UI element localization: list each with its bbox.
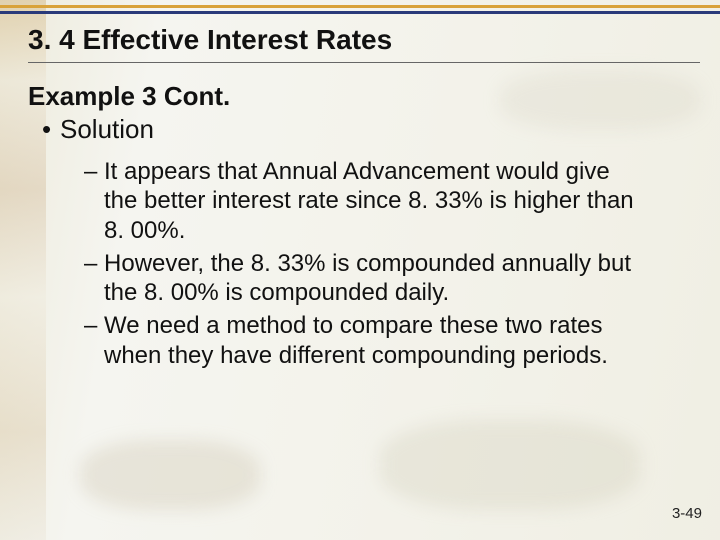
list-item-text: We need a method to compare these two ra… — [104, 312, 608, 368]
solution-heading: •Solution — [28, 114, 700, 145]
solution-label-text: Solution — [60, 114, 154, 144]
top-rule-1 — [0, 5, 720, 8]
bullet-dot-icon: • — [42, 114, 60, 145]
dash-icon: – — [84, 250, 104, 277]
page-number: 3-49 — [672, 505, 702, 522]
list-item: – We need a method to compare these two … — [84, 311, 640, 370]
example-heading: Example 3 Cont. — [28, 81, 700, 112]
dash-icon: – — [84, 312, 104, 339]
slide-content: 3. 4 Effective Interest Rates Example 3 … — [28, 24, 700, 374]
list-item-text: It appears that Annual Advancement would… — [104, 158, 634, 244]
background-smudge-1 — [80, 440, 260, 510]
list-item: – It appears that Annual Advancement wou… — [84, 157, 640, 245]
list-item: – However, the 8. 33% is compounded annu… — [84, 249, 640, 308]
background-smudge-2 — [380, 420, 640, 510]
list-item-text: However, the 8. 33% is compounded annual… — [104, 250, 631, 306]
section-title: 3. 4 Effective Interest Rates — [28, 24, 700, 63]
bullet-list: – It appears that Annual Advancement wou… — [28, 157, 700, 370]
top-rule-2 — [0, 11, 720, 14]
dash-icon: – — [84, 158, 104, 185]
top-double-rule — [0, 5, 720, 17]
